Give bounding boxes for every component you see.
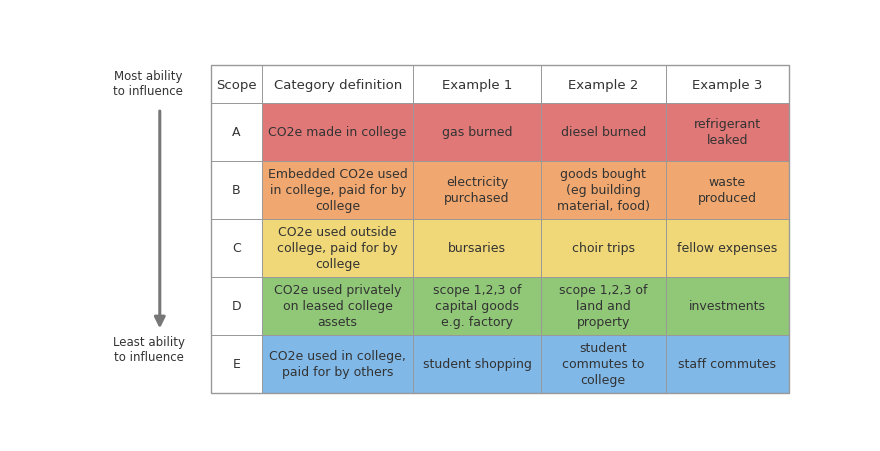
Bar: [413, 104, 541, 161]
Text: B: B: [232, 184, 241, 197]
Text: Scope: Scope: [216, 78, 257, 92]
Text: Most ability
to influence: Most ability to influence: [114, 70, 183, 98]
Text: choir trips: choir trips: [572, 242, 634, 255]
Text: CO2e made in college: CO2e made in college: [268, 126, 407, 139]
Text: refrigerant
leaked: refrigerant leaked: [693, 118, 760, 147]
Text: Embedded CO2e used
in college, paid for by
college: Embedded CO2e used in college, paid for …: [268, 168, 407, 213]
Bar: [541, 219, 666, 277]
Bar: [666, 161, 788, 219]
Text: CO2e used in college,
paid for by others: CO2e used in college, paid for by others: [269, 350, 406, 378]
Bar: [413, 161, 541, 219]
Text: scope 1,2,3 of
capital goods
e.g. factory: scope 1,2,3 of capital goods e.g. factor…: [433, 284, 521, 328]
Bar: [413, 66, 541, 104]
Bar: [541, 66, 666, 104]
Text: D: D: [231, 299, 241, 313]
Bar: [262, 219, 413, 277]
Text: Example 1: Example 1: [442, 78, 512, 92]
Text: student shopping: student shopping: [422, 357, 532, 370]
Bar: [262, 161, 413, 219]
Bar: [211, 219, 262, 277]
Text: A: A: [232, 126, 241, 139]
Text: staff commutes: staff commutes: [678, 357, 776, 370]
Bar: [262, 277, 413, 335]
Text: Least ability
to influence: Least ability to influence: [114, 335, 186, 363]
Bar: [211, 335, 262, 393]
Bar: [541, 277, 666, 335]
Text: scope 1,2,3 of
land and
property: scope 1,2,3 of land and property: [559, 284, 648, 328]
Text: C: C: [232, 242, 241, 255]
Bar: [211, 66, 262, 104]
Bar: [541, 335, 666, 393]
Bar: [211, 66, 788, 393]
Bar: [541, 104, 666, 161]
Text: E: E: [232, 357, 240, 370]
Text: Example 2: Example 2: [568, 78, 639, 92]
Bar: [666, 66, 788, 104]
Text: Example 3: Example 3: [692, 78, 762, 92]
Bar: [211, 104, 262, 161]
Bar: [262, 335, 413, 393]
Bar: [666, 335, 788, 393]
Bar: [211, 161, 262, 219]
Text: gas burned: gas burned: [442, 126, 512, 139]
Text: student
commutes to
college: student commutes to college: [562, 341, 644, 386]
Bar: [666, 277, 788, 335]
Bar: [413, 277, 541, 335]
Text: electricity
purchased: electricity purchased: [444, 176, 510, 205]
Text: goods bought
(eg building
material, food): goods bought (eg building material, food…: [557, 168, 649, 213]
Text: Category definition: Category definition: [274, 78, 402, 92]
Bar: [666, 219, 788, 277]
Text: fellow expenses: fellow expenses: [677, 242, 777, 255]
Bar: [413, 219, 541, 277]
Text: CO2e used privately
on leased college
assets: CO2e used privately on leased college as…: [274, 284, 401, 328]
Text: waste
produced: waste produced: [698, 176, 757, 205]
Text: diesel burned: diesel burned: [561, 126, 646, 139]
Text: CO2e used outside
college, paid for by
college: CO2e used outside college, paid for by c…: [277, 226, 398, 271]
Bar: [262, 66, 413, 104]
Bar: [541, 161, 666, 219]
Bar: [666, 104, 788, 161]
Text: bursaries: bursaries: [448, 242, 506, 255]
Text: investments: investments: [689, 299, 766, 313]
Bar: [262, 104, 413, 161]
Bar: [211, 277, 262, 335]
Bar: [413, 335, 541, 393]
